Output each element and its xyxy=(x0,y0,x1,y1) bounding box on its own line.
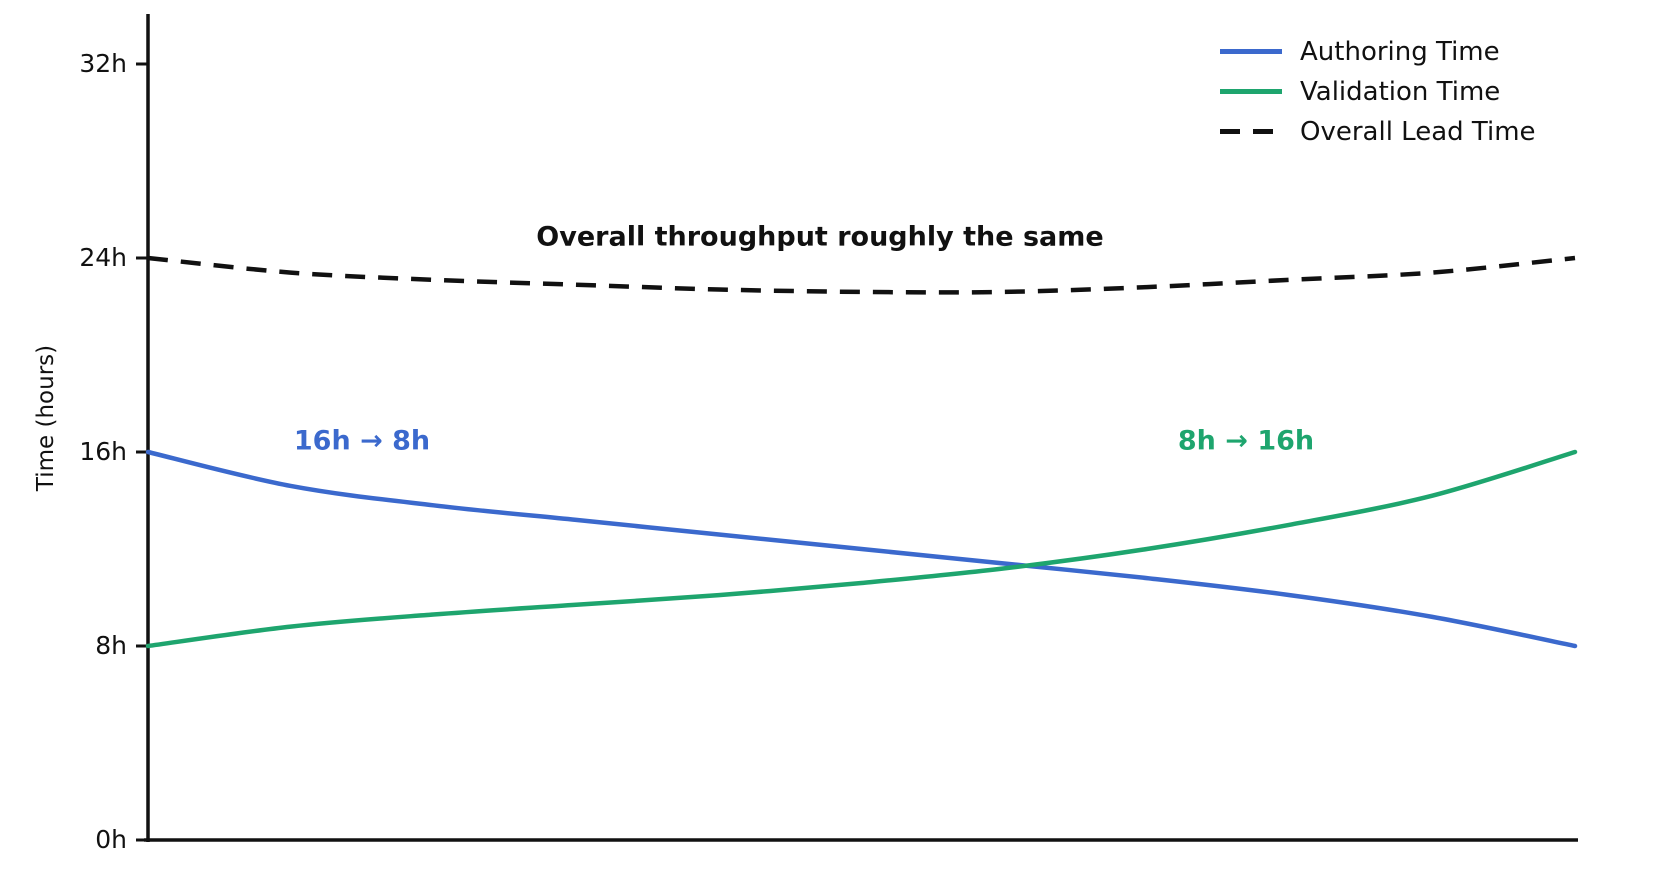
y-axis-title: Time (hours) xyxy=(33,344,59,492)
legend-item-authoring-time: Authoring Time xyxy=(1220,36,1536,67)
y-tick-label-0h: 0h xyxy=(95,825,127,854)
legend-label: Validation Time xyxy=(1300,76,1501,107)
legend-swatch-authoring-line xyxy=(1220,49,1282,54)
legend-swatch-lead-dashed-line xyxy=(1220,129,1282,134)
legend-label: Overall Lead Time xyxy=(1300,116,1536,147)
legend: Authoring Time Validation Time Overall L… xyxy=(1220,36,1536,147)
y-tick-label-16h: 16h xyxy=(79,437,127,466)
y-tick-label-8h: 8h xyxy=(95,631,127,660)
y-tick-label-32h: 32h xyxy=(79,49,127,78)
legend-swatch-validation-line xyxy=(1220,89,1282,94)
series-line-authoring-time xyxy=(145,449,1578,649)
legend-item-validation-time: Validation Time xyxy=(1220,76,1536,107)
y-tick-label-24h: 24h xyxy=(79,243,127,272)
annotation-validation-change: 8h → 16h xyxy=(1177,425,1315,457)
annotation-authoring-change: 16h → 8h xyxy=(293,425,431,457)
legend-item-overall-lead-time: Overall Lead Time xyxy=(1220,116,1536,147)
annotation-throughput: Overall throughput roughly the same xyxy=(536,221,1104,253)
series-line-validation-time xyxy=(145,449,1578,649)
legend-label: Authoring Time xyxy=(1300,36,1500,67)
series-line-overall-lead-time xyxy=(147,255,1576,295)
